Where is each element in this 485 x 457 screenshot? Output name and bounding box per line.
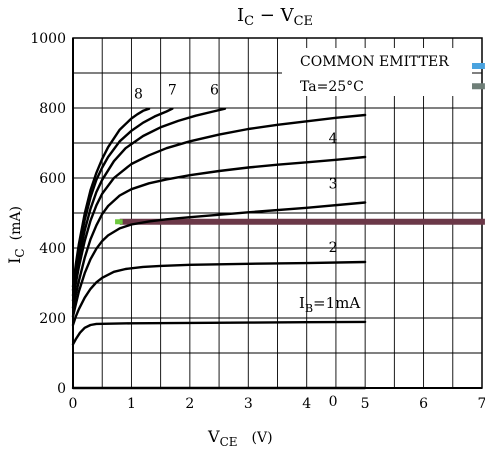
curve-label-6: 6 bbox=[210, 83, 219, 99]
ib-curve-6 bbox=[71, 107, 227, 297]
x-tick-label: 0 bbox=[69, 396, 78, 412]
ib-curve-2 bbox=[71, 260, 367, 327]
x-tick-label: 3 bbox=[244, 396, 253, 412]
annotation-temperature: Ta=25°C bbox=[300, 79, 364, 95]
ib-curve-1 bbox=[71, 320, 367, 346]
x-tick-label: 2 bbox=[185, 396, 194, 412]
annotation-backdrop bbox=[282, 48, 472, 96]
ib-curve-3 bbox=[71, 201, 367, 318]
curve-label-7: 7 bbox=[168, 83, 177, 99]
chart-title: IC − VCE bbox=[237, 5, 313, 29]
x-tick-label: 5 bbox=[361, 396, 370, 412]
ib-curve-8 bbox=[71, 107, 151, 288]
y-tick-label: 600 bbox=[39, 171, 66, 187]
x-tick-label: 1 bbox=[127, 396, 136, 412]
ib-curve-5 bbox=[71, 113, 367, 302]
y-tick-label: 1000 bbox=[30, 31, 66, 47]
x-tick-label: 7 bbox=[478, 396, 485, 412]
curve-label-0: 0 bbox=[329, 394, 338, 410]
ib-curve-4 bbox=[71, 155, 367, 309]
y-axis-label: IC(mA) bbox=[5, 206, 27, 264]
curve-label-3: 3 bbox=[329, 177, 338, 193]
x-tick-label: 4 bbox=[302, 396, 311, 412]
curves bbox=[71, 107, 367, 390]
y-tick-label: 400 bbox=[39, 241, 66, 257]
x-axis-label: VCE (V) bbox=[207, 427, 273, 449]
annotation-common-emitter: COMMON EMITTER bbox=[300, 54, 449, 70]
curve-label-4: 4 bbox=[329, 131, 338, 147]
x-tick-label: 6 bbox=[419, 396, 428, 412]
curve-label-2: 2 bbox=[329, 240, 338, 256]
y-tick-label: 0 bbox=[57, 381, 66, 397]
ib-annotation: IB=1mA bbox=[299, 294, 360, 315]
curve-label-8: 8 bbox=[134, 87, 143, 103]
y-tick-label: 200 bbox=[39, 311, 66, 327]
x-axis-ticks: 0 1 2 3 4 5 6 7 bbox=[69, 396, 485, 412]
y-axis-ticks: 0 200 400 600 800 1000 bbox=[30, 31, 66, 397]
y-tick-label: 800 bbox=[39, 101, 66, 117]
